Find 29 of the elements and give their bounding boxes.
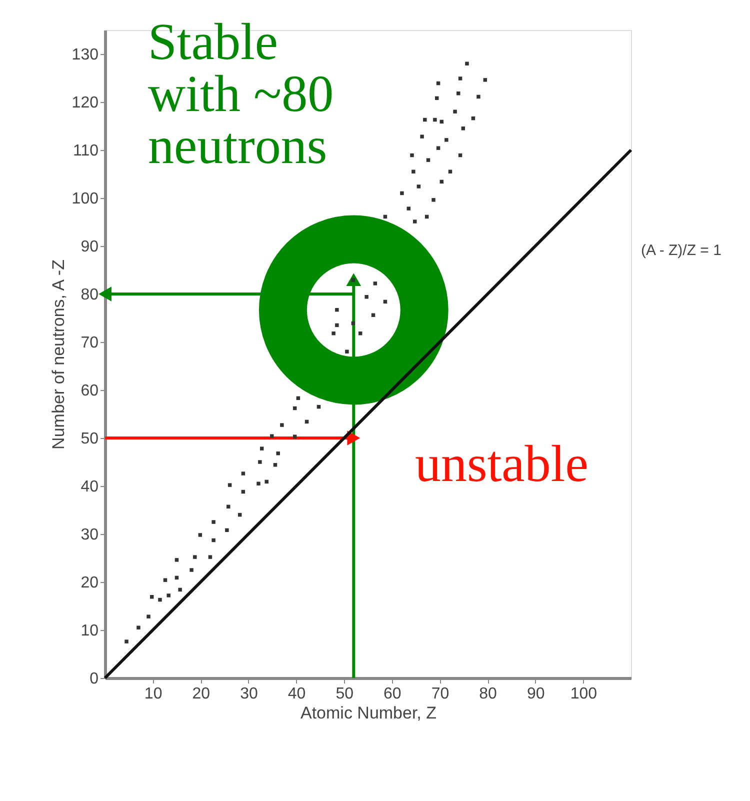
x-tick-label: 90 xyxy=(526,686,545,702)
annotation: Stable with ~80 neutrons xyxy=(148,14,334,175)
y-tick-label: 30 xyxy=(80,526,99,544)
y-tick-label: 0 xyxy=(90,670,99,688)
y-axis-title: Number of neutrons, A -Z xyxy=(48,260,68,450)
x-tick-label: 50 xyxy=(336,686,354,702)
x-tick-label: 100 xyxy=(570,686,598,702)
y-tick-label: 70 xyxy=(80,334,99,352)
x-axis-title: Atomic Number, Z xyxy=(300,704,437,722)
y-tick-label: 80 xyxy=(80,286,99,304)
x-tick-label: 80 xyxy=(479,686,498,702)
text: (A - Z)/Z = 1 xyxy=(641,242,722,259)
x-tick-label: 10 xyxy=(144,686,162,702)
y-tick-label: 20 xyxy=(80,574,99,592)
y-tick-label: 10 xyxy=(80,622,99,640)
y-tick-label: 60 xyxy=(80,382,99,400)
x-tick-label: 30 xyxy=(240,686,258,702)
x-tick-label: 20 xyxy=(192,686,210,702)
annotation: unstable xyxy=(415,436,588,493)
y-tick-label: 90 xyxy=(80,238,99,256)
y-tick-label: 120 xyxy=(72,94,99,112)
y-tick-label: 100 xyxy=(72,190,99,208)
y-tick-label: 130 xyxy=(72,46,99,64)
y-tick-label: 40 xyxy=(80,478,99,496)
y-tick-label: 110 xyxy=(72,142,99,160)
y-tick-label: 50 xyxy=(80,430,99,448)
x-tick-label: 60 xyxy=(384,686,402,702)
x-tick-label: 40 xyxy=(288,686,306,702)
x-tick-label: 70 xyxy=(431,686,450,702)
